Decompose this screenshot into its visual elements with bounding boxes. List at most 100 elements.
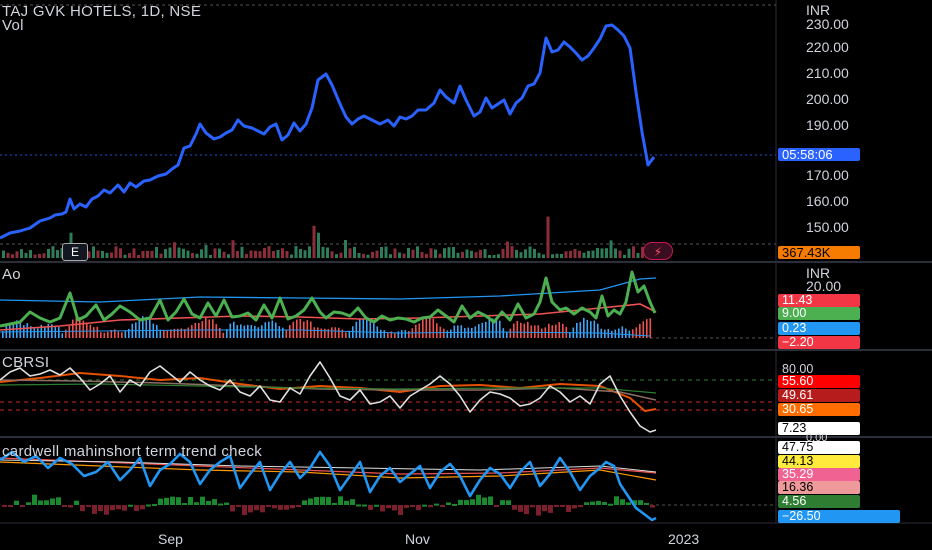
ao-bar <box>394 333 396 338</box>
ao-bar <box>506 332 508 338</box>
cardwell-bar <box>422 504 427 507</box>
cbrsi-value-tag-2: 49.61 <box>778 389 860 402</box>
cardwell-bar <box>314 496 319 505</box>
cbrsi-tick-80: 80.00 <box>778 363 860 376</box>
cardwell-white <box>0 459 657 473</box>
volume-bar <box>524 249 527 258</box>
lightning-icon[interactable]: ⚡ <box>643 242 673 260</box>
ao-bar <box>338 327 340 338</box>
volume-bar <box>348 248 352 258</box>
volume-bar <box>578 250 581 258</box>
cardwell-bar <box>482 497 487 505</box>
ao-bar <box>191 325 193 338</box>
ao-bar <box>485 321 487 338</box>
volume-bar <box>510 246 514 258</box>
volume-bar <box>362 253 365 258</box>
price-tick-210: 210.00 <box>806 65 849 81</box>
volume-bar <box>447 247 451 258</box>
ao-bar <box>187 327 190 338</box>
cardwell-bar <box>182 503 187 506</box>
ao-bar <box>19 322 22 338</box>
volume-bar <box>191 252 194 258</box>
ao-bar <box>243 325 246 338</box>
volume-bar <box>344 240 347 258</box>
ao-bar <box>611 330 613 338</box>
volume-bar <box>339 252 343 258</box>
ao-indicator-title[interactable]: Ao <box>2 266 21 283</box>
cardwell-bar <box>26 502 31 505</box>
ao-bar <box>173 328 176 338</box>
ao-bar <box>642 321 645 338</box>
ao-bar <box>215 324 218 338</box>
price-tick-150: 150.00 <box>806 219 849 235</box>
volume-bar <box>11 254 14 258</box>
cardwell-bar <box>440 505 445 507</box>
volume-bar <box>483 249 487 258</box>
ao-bar <box>520 322 522 338</box>
volume-bar <box>389 254 392 258</box>
cardwell-bar <box>62 505 67 507</box>
volume-bar <box>519 252 523 258</box>
cardwell-bar <box>170 496 175 505</box>
cardwell-bar <box>68 505 73 508</box>
volume-bar <box>168 247 172 258</box>
cardwell-bar <box>578 505 583 508</box>
ao-bar <box>180 328 183 338</box>
volume-bar <box>623 254 626 258</box>
volume-bar <box>38 253 41 258</box>
volume-bar <box>335 254 338 258</box>
volume-bar <box>614 248 617 258</box>
ao-bar <box>37 328 39 338</box>
cbrsi-orange <box>0 371 657 413</box>
volume-bar <box>420 251 424 258</box>
ao-bar <box>317 327 319 338</box>
ao-bar <box>593 320 596 338</box>
cardwell-bar <box>470 499 475 505</box>
volume-bar <box>2 250 5 258</box>
cbrsi-indicator-title[interactable]: CBRSI <box>2 354 50 371</box>
cardwell-bar <box>590 501 595 505</box>
cardwell-value-tag-4: 16.36 <box>778 481 860 494</box>
ao-bar <box>355 321 358 338</box>
ao-bar <box>366 316 368 338</box>
ao-bar <box>618 328 620 338</box>
volume-bar <box>434 249 437 258</box>
cardwell-bar <box>344 500 349 505</box>
ao-bar <box>177 328 179 338</box>
volume-bar <box>20 249 23 258</box>
cardwell-bar <box>602 502 607 505</box>
volume-bar <box>92 246 95 258</box>
ao-tick-20: 20.00 <box>806 278 842 294</box>
ao-bar <box>44 326 46 338</box>
ao-bar <box>222 332 225 338</box>
volume-bar <box>371 251 374 258</box>
volume-bar <box>429 248 433 258</box>
cardwell-bar <box>650 505 655 508</box>
ao-bar <box>345 332 347 338</box>
volume-bar <box>492 254 496 258</box>
cardwell-bar <box>56 497 61 505</box>
ao-bar <box>453 325 456 338</box>
cardwell-bar <box>272 505 277 509</box>
ao-bar <box>390 331 393 338</box>
volume-bar <box>110 252 113 258</box>
ao-bar <box>145 316 148 338</box>
cardwell-bar <box>464 500 469 505</box>
cardwell-bar <box>110 505 115 511</box>
ao-bar <box>551 325 554 338</box>
volume-bar <box>564 251 568 258</box>
volume-bar <box>380 247 383 258</box>
ao-bar <box>110 329 113 338</box>
cardwell-bar <box>518 505 523 512</box>
earnings-marker-icon[interactable]: E <box>62 243 88 261</box>
ao-bar <box>495 319 498 338</box>
cardwell-indicator-title[interactable]: cardwell mahinshort term trend check <box>2 443 263 460</box>
price-line <box>0 23 656 240</box>
volume-bar <box>272 251 275 258</box>
price-tick-170: 170.00 <box>806 167 849 183</box>
cardwell-bar <box>104 505 109 515</box>
cardwell-bar <box>488 496 493 505</box>
ao-bar <box>103 332 106 338</box>
